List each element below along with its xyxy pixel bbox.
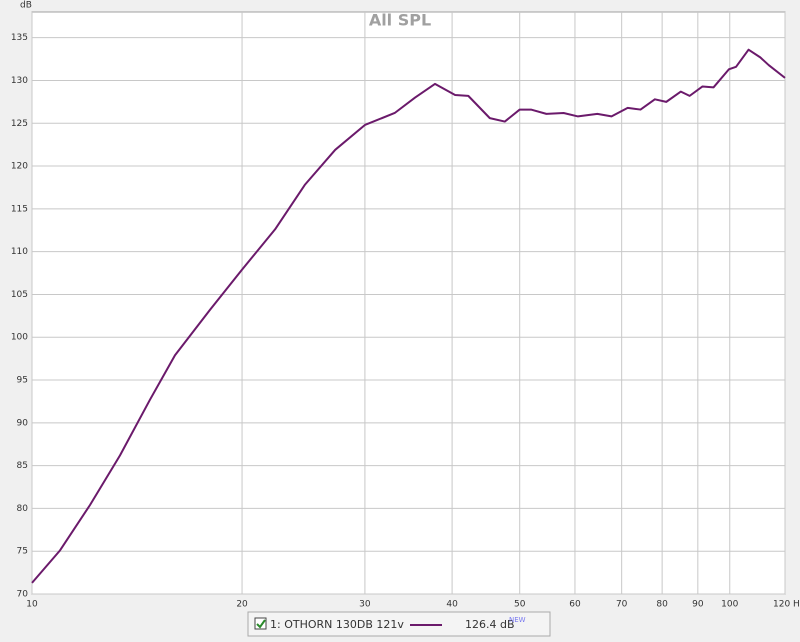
- y-axis-label: dB: [20, 1, 32, 11]
- y-tick-label: 70: [17, 590, 29, 600]
- legend-tag: NEW: [509, 616, 526, 624]
- y-tick-label: 75: [17, 547, 28, 557]
- y-tick-label: 90: [17, 418, 29, 428]
- x-tick-label: 10: [26, 600, 38, 610]
- y-tick-label: 95: [17, 376, 28, 386]
- x-tick-label: 40: [446, 600, 458, 610]
- x-tick-label: 80: [656, 600, 668, 610]
- x-tick-label: 50: [514, 600, 526, 610]
- check-mark: [256, 619, 266, 629]
- series-line: [31, 48, 786, 584]
- plot-area: [31, 11, 786, 595]
- chart-title: All SPL: [369, 11, 431, 30]
- y-tick-label: 80: [17, 504, 29, 514]
- y-tick-label: 100: [11, 333, 28, 343]
- y-tick-label: 125: [11, 119, 28, 129]
- y-tick-label: 105: [11, 290, 28, 300]
- x-tick-label: 30: [359, 600, 371, 610]
- x-tick-label: 100: [721, 600, 738, 610]
- legend-box: [247, 611, 551, 637]
- y-tick-label: 85: [17, 461, 28, 471]
- y-tick-label: 115: [11, 204, 28, 214]
- x-tick-label: 60: [569, 600, 581, 610]
- y-tick-label: 130: [11, 76, 28, 86]
- x-tick-label: 20: [236, 600, 248, 610]
- x-tick-label: 120 Hz: [773, 600, 800, 610]
- x-tick-label: 70: [616, 600, 628, 610]
- x-tick-label: 90: [692, 600, 704, 610]
- legend-value: 126.4 dB: [465, 618, 515, 631]
- y-tick-label: 120: [11, 162, 28, 172]
- y-tick-label: 110: [11, 247, 28, 257]
- legend-label: 1: OTHORN 130DB 121v: [270, 618, 404, 631]
- y-tick-label: 135: [11, 33, 28, 43]
- legend-checkbox[interactable]: [254, 617, 267, 630]
